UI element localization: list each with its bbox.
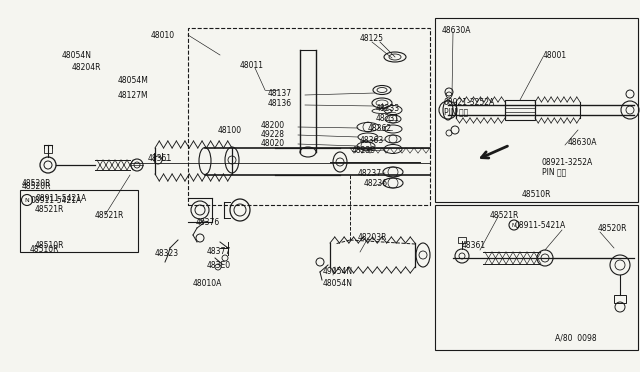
Text: 48137: 48137 [268, 89, 292, 97]
Bar [20, 190, 138, 252]
Bar [435, 205, 638, 350]
Text: 48520R: 48520R [22, 179, 51, 187]
Text: 48521R: 48521R [95, 211, 124, 219]
Text: 48361: 48361 [148, 154, 172, 163]
Bar [435, 18, 638, 202]
Text: 48054M: 48054M [117, 76, 148, 84]
Bar [458, 237, 466, 243]
Text: 48200: 48200 [261, 121, 285, 129]
Text: 48363: 48363 [360, 135, 384, 144]
Text: 08911-5421A: 08911-5421A [515, 221, 566, 230]
Text: 48377: 48377 [207, 247, 231, 257]
Text: 48231: 48231 [376, 113, 400, 122]
Text: 483E0: 483E0 [207, 260, 231, 269]
Text: 48237: 48237 [358, 169, 382, 177]
Text: 49054N: 49054N [323, 266, 353, 276]
Text: 48520R: 48520R [22, 182, 51, 190]
Text: 48630A: 48630A [442, 26, 472, 35]
Text: 08921-3252A: 08921-3252A [444, 97, 495, 106]
Text: 48236: 48236 [364, 179, 388, 187]
Text: 48233: 48233 [376, 103, 400, 112]
Text: 48203R: 48203R [358, 232, 387, 241]
Text: PIN ピン: PIN ピン [542, 167, 566, 176]
Text: 48054N: 48054N [62, 51, 92, 60]
Text: 48362: 48362 [368, 124, 392, 132]
Text: 08911-5421A: 08911-5421A [35, 193, 86, 202]
Text: 48510R: 48510R [35, 241, 65, 250]
Text: 48323: 48323 [155, 250, 179, 259]
Bar [44, 145, 52, 153]
Text: 08911-5421A: 08911-5421A [30, 196, 81, 205]
Text: 48010: 48010 [151, 31, 175, 39]
Text: 48520R: 48520R [598, 224, 627, 232]
Text: 48011: 48011 [240, 61, 264, 70]
Text: 48136: 48136 [268, 99, 292, 108]
Text: 48510R: 48510R [30, 246, 60, 254]
Text: 48521R: 48521R [35, 205, 65, 214]
Text: N: N [512, 222, 516, 228]
Text: 48010A: 48010A [193, 279, 222, 288]
Text: 48239: 48239 [352, 145, 376, 154]
Text: 48127M: 48127M [117, 90, 148, 99]
Text: 48361: 48361 [462, 241, 486, 250]
Bar [614, 295, 626, 303]
Text: 48100: 48100 [218, 125, 242, 135]
Bar [505, 100, 535, 120]
Text: A/80  0098: A/80 0098 [555, 334, 596, 343]
Bar [188, 28, 430, 205]
Text: 48630A: 48630A [568, 138, 598, 147]
Text: 08921-3252A: 08921-3252A [542, 157, 593, 167]
Text: N: N [24, 198, 29, 202]
Text: 48510R: 48510R [522, 189, 552, 199]
Text: 49228: 49228 [261, 129, 285, 138]
Text: 48521R: 48521R [490, 211, 520, 219]
Text: 48204R: 48204R [72, 62, 102, 71]
Text: 48125: 48125 [360, 33, 384, 42]
Text: PIN ピン: PIN ピン [444, 108, 468, 116]
Text: 48020: 48020 [261, 138, 285, 148]
Text: 48001: 48001 [543, 51, 567, 60]
Text: 48376: 48376 [196, 218, 220, 227]
Text: 48054N: 48054N [323, 279, 353, 289]
